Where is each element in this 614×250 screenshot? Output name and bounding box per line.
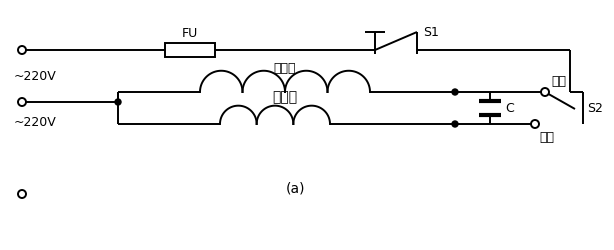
Text: 反转: 反转 [539, 130, 554, 143]
Circle shape [18, 98, 26, 106]
Text: S1: S1 [423, 26, 439, 39]
Circle shape [115, 100, 121, 105]
Text: ~220V: ~220V [14, 70, 56, 83]
Bar [165, 44, 215, 58]
Text: S2: S2 [587, 102, 603, 115]
Circle shape [452, 122, 458, 128]
Circle shape [18, 190, 26, 198]
Text: (a): (a) [286, 181, 305, 195]
Circle shape [541, 89, 549, 96]
Text: C: C [505, 102, 514, 115]
Text: FU: FU [182, 27, 198, 40]
Text: 正转: 正转 [551, 75, 566, 88]
Circle shape [452, 90, 458, 96]
Circle shape [18, 47, 26, 55]
Text: ~220V: ~220V [14, 116, 56, 129]
Text: 主绕组: 主绕组 [274, 62, 296, 75]
Circle shape [531, 120, 539, 128]
Text: 副绕组: 副绕组 [273, 90, 298, 104]
